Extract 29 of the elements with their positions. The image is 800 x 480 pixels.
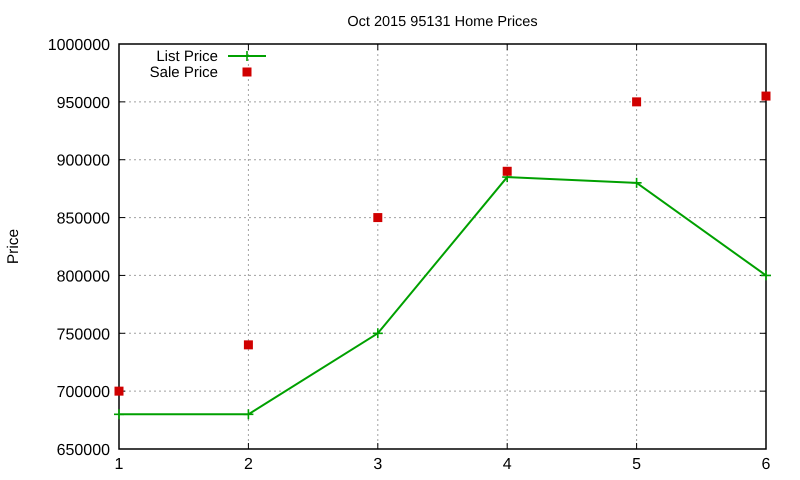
y-tick-label: 700000: [56, 384, 110, 402]
y-tick-label: 850000: [56, 210, 110, 228]
y-tick-label: 750000: [56, 326, 110, 344]
y-tick-label: 800000: [56, 268, 110, 286]
x-tick-label: 4: [502, 456, 512, 473]
legend-label: Sale Price: [150, 64, 218, 81]
chart-title: Oct 2015 95131 Home Prices: [347, 14, 538, 30]
point: [372, 327, 384, 340]
x-tick-label: 5: [632, 456, 642, 473]
y-axis-title: Price: [5, 228, 22, 264]
point: [630, 177, 642, 189]
y-tick-label: 1000000: [48, 37, 110, 54]
point: [762, 92, 770, 101]
y-tick-label: 650000: [56, 442, 110, 459]
point: [502, 166, 512, 176]
y-tick-label: 900000: [56, 152, 110, 170]
y-tick-label: 950000: [56, 94, 110, 112]
point: [632, 97, 642, 106]
point: [242, 408, 254, 420]
x-tick-label: 6: [762, 456, 771, 473]
x-tick-label: 1: [114, 456, 124, 473]
point: [373, 213, 382, 222]
point: [244, 340, 253, 350]
x-tick-label: 2: [244, 456, 253, 473]
point: [113, 408, 125, 420]
point: [114, 386, 124, 396]
point: [760, 270, 772, 282]
x-tick-label: 3: [373, 456, 382, 473]
legend-label: List Price: [156, 48, 218, 65]
